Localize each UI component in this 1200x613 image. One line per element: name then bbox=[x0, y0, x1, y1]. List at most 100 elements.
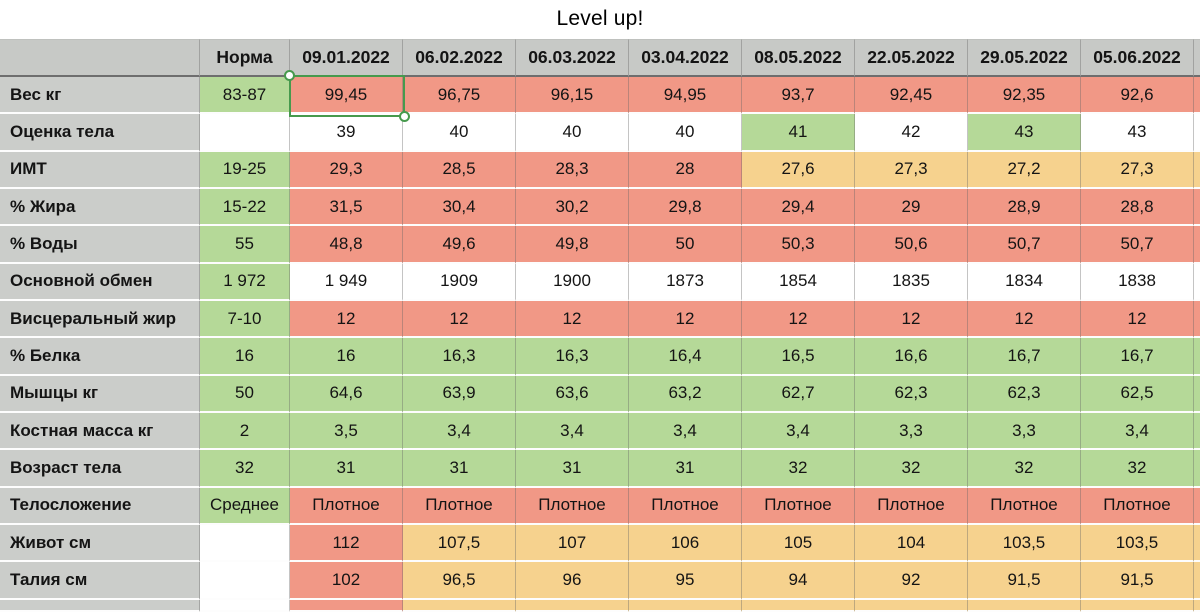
data-cell[interactable]: 40 bbox=[629, 114, 742, 152]
row-label-cell[interactable]: Оценка тела bbox=[0, 114, 200, 152]
data-cell[interactable]: 28 bbox=[629, 151, 742, 190]
data-cell[interactable]: 31 bbox=[290, 450, 403, 488]
norm-cell[interactable]: 2 bbox=[200, 413, 290, 451]
data-cell[interactable]: 31,5 bbox=[290, 189, 403, 227]
data-cell[interactable]: 50,7 bbox=[968, 226, 1081, 264]
data-cell[interactable]: 96 bbox=[516, 562, 629, 600]
row-label-cell[interactable]: Талия см bbox=[0, 562, 200, 600]
row-label-cell[interactable]: % Жира bbox=[0, 189, 200, 227]
data-cell[interactable] bbox=[629, 599, 742, 612]
data-cell[interactable]: 112 bbox=[290, 525, 403, 563]
data-cell[interactable]: 91,5 bbox=[968, 562, 1081, 600]
data-cell[interactable]: 92 bbox=[855, 562, 968, 600]
data-cell[interactable]: 3,3 bbox=[855, 413, 968, 451]
norm-cell[interactable] bbox=[200, 562, 290, 600]
row-label-cell[interactable]: Висцеральный жир bbox=[0, 301, 200, 339]
partial-data-cell[interactable] bbox=[1194, 450, 1200, 488]
data-cell[interactable]: 32 bbox=[855, 450, 968, 488]
data-cell[interactable]: 29,3 bbox=[290, 151, 403, 190]
data-cell[interactable]: 96,5 bbox=[403, 562, 516, 600]
data-cell[interactable]: 92,35 bbox=[968, 77, 1081, 115]
data-cell[interactable]: 12 bbox=[742, 301, 855, 339]
data-cell[interactable]: 16 bbox=[290, 338, 403, 376]
partial-header-cell[interactable] bbox=[1194, 39, 1200, 77]
data-cell[interactable]: Плотное bbox=[855, 487, 968, 526]
norm-cell[interactable]: 83-87 bbox=[200, 77, 290, 115]
data-cell[interactable]: 29,4 bbox=[742, 189, 855, 227]
data-cell[interactable]: 63,2 bbox=[629, 375, 742, 414]
data-cell[interactable]: 30,4 bbox=[403, 189, 516, 227]
data-cell[interactable]: 3,4 bbox=[742, 413, 855, 451]
data-cell[interactable]: 63,9 bbox=[403, 375, 516, 414]
data-cell[interactable]: 62,3 bbox=[855, 375, 968, 414]
data-cell[interactable]: 32 bbox=[968, 450, 1081, 488]
row-label-cell[interactable]: Живот см bbox=[0, 525, 200, 563]
row-label-cell[interactable]: Основной обмен bbox=[0, 263, 200, 302]
partial-data-cell[interactable] bbox=[1194, 77, 1200, 115]
partial-data-cell[interactable] bbox=[1194, 263, 1200, 302]
data-cell[interactable]: 1873 bbox=[629, 263, 742, 302]
norm-cell[interactable]: 19-25 bbox=[200, 151, 290, 190]
data-cell[interactable] bbox=[516, 599, 629, 612]
partial-data-cell[interactable] bbox=[1194, 487, 1200, 526]
data-cell[interactable]: 50,7 bbox=[1081, 226, 1194, 264]
norm-cell[interactable]: Среднее bbox=[200, 487, 290, 526]
data-cell[interactable]: 50 bbox=[629, 226, 742, 264]
data-cell[interactable]: 64,6 bbox=[290, 375, 403, 414]
selection-handle-top-left[interactable] bbox=[284, 70, 295, 81]
norm-cell[interactable]: 50 bbox=[200, 375, 290, 414]
data-cell[interactable]: 1854 bbox=[742, 263, 855, 302]
data-cell[interactable]: 102 bbox=[290, 562, 403, 600]
data-cell[interactable]: 99,45 bbox=[290, 77, 403, 115]
data-cell[interactable] bbox=[855, 599, 968, 612]
data-cell[interactable]: Плотное bbox=[629, 487, 742, 526]
row-label-cell[interactable]: % Воды bbox=[0, 226, 200, 264]
data-cell[interactable]: 43 bbox=[968, 114, 1081, 152]
data-cell[interactable]: 28,3 bbox=[516, 151, 629, 190]
partial-data-cell[interactable] bbox=[1194, 562, 1200, 600]
data-cell[interactable]: 16,7 bbox=[1081, 338, 1194, 376]
data-cell[interactable]: 31 bbox=[403, 450, 516, 488]
date-header-cell[interactable]: 06.02.2022 bbox=[403, 39, 516, 77]
data-cell[interactable]: 28,9 bbox=[968, 189, 1081, 227]
data-cell[interactable]: 31 bbox=[629, 450, 742, 488]
data-cell[interactable]: 42 bbox=[855, 114, 968, 152]
data-cell[interactable]: 1909 bbox=[403, 263, 516, 302]
data-cell[interactable]: 92,45 bbox=[855, 77, 968, 115]
data-cell[interactable]: 103,5 bbox=[1081, 525, 1194, 563]
data-cell[interactable]: 12 bbox=[516, 301, 629, 339]
data-cell[interactable]: 16,7 bbox=[968, 338, 1081, 376]
data-cell[interactable]: 106 bbox=[629, 525, 742, 563]
norm-cell[interactable]: 7-10 bbox=[200, 301, 290, 339]
corner-header-cell[interactable] bbox=[0, 39, 200, 77]
data-cell[interactable]: 27,3 bbox=[855, 151, 968, 190]
norm-cell[interactable]: 1 972 bbox=[200, 263, 290, 302]
date-header-cell[interactable]: 08.05.2022 bbox=[742, 39, 855, 77]
data-cell[interactable]: Плотное bbox=[290, 487, 403, 526]
data-cell[interactable]: 1834 bbox=[968, 263, 1081, 302]
data-cell[interactable]: 40 bbox=[403, 114, 516, 152]
data-cell[interactable]: 27,3 bbox=[1081, 151, 1194, 190]
data-cell[interactable]: 12 bbox=[968, 301, 1081, 339]
data-cell[interactable]: 3,4 bbox=[516, 413, 629, 451]
data-cell[interactable]: 27,2 bbox=[968, 151, 1081, 190]
date-header-cell[interactable]: 05.06.2022 bbox=[1081, 39, 1194, 77]
data-cell[interactable]: 32 bbox=[742, 450, 855, 488]
data-cell[interactable]: 29,8 bbox=[629, 189, 742, 227]
partial-data-cell[interactable] bbox=[1194, 301, 1200, 339]
data-cell[interactable]: 27,6 bbox=[742, 151, 855, 190]
data-cell[interactable]: 1838 bbox=[1081, 263, 1194, 302]
data-cell[interactable]: 16,3 bbox=[403, 338, 516, 376]
date-header-cell[interactable]: 06.03.2022 bbox=[516, 39, 629, 77]
data-cell[interactable]: 3,4 bbox=[403, 413, 516, 451]
data-cell[interactable] bbox=[403, 599, 516, 612]
data-cell[interactable]: 49,8 bbox=[516, 226, 629, 264]
norm-cell[interactable]: 16 bbox=[200, 338, 290, 376]
data-cell[interactable]: 94 bbox=[742, 562, 855, 600]
data-cell[interactable]: 50,3 bbox=[742, 226, 855, 264]
partial-data-cell[interactable] bbox=[1194, 599, 1200, 612]
data-cell[interactable]: 1835 bbox=[855, 263, 968, 302]
row-label-cell[interactable]: Мышцы кг bbox=[0, 375, 200, 414]
row-label-cell[interactable]: Телосложение bbox=[0, 487, 200, 526]
data-cell[interactable]: 30,2 bbox=[516, 189, 629, 227]
